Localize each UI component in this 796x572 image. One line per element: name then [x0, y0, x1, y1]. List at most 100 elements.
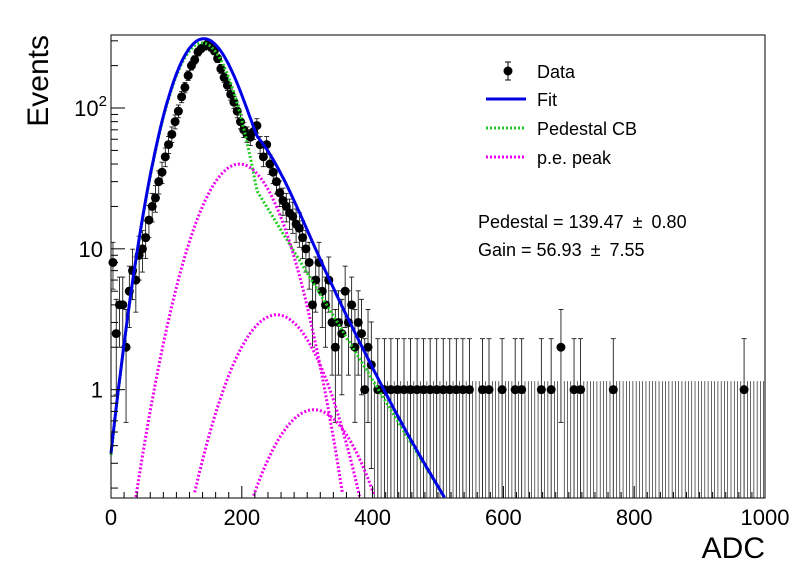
- data-point-98: [510, 385, 520, 395]
- legend-data-label: Data: [537, 62, 576, 82]
- data-point-55: [288, 211, 298, 221]
- data-point-85: [406, 385, 416, 395]
- data-point-15: [157, 167, 167, 177]
- data-point-84: [399, 385, 409, 395]
- pm-symbol: ±: [633, 212, 643, 232]
- data-point-91: [445, 385, 455, 395]
- data-point-105: [608, 385, 618, 395]
- x-tick-label: 0: [105, 505, 117, 530]
- pe-peak-curve-1: [134, 162, 344, 498]
- data-point-99: [517, 385, 527, 395]
- gain-value: Gain = 56.93: [478, 240, 582, 260]
- data-point-97: [497, 385, 507, 395]
- data-point-10: [141, 233, 151, 243]
- data-point-48: [265, 159, 275, 169]
- plot-area: [108, 37, 764, 499]
- data-point-95: [477, 385, 487, 395]
- data-point-83: [392, 385, 402, 395]
- data-point-33: [216, 64, 226, 74]
- data-point-100: [536, 385, 546, 395]
- data-point-75: [353, 317, 363, 327]
- gain-error: 7.55: [610, 240, 645, 260]
- data-point-102: [556, 342, 566, 352]
- pedestal-result: Pedestal = 139.47 ± 0.80: [478, 212, 687, 232]
- data-point-88: [425, 385, 435, 395]
- data-point-19: [170, 117, 180, 127]
- x-tick-label: 600: [485, 505, 522, 530]
- data-point-35: [222, 80, 232, 90]
- pe-peak-curve-2: [193, 313, 361, 497]
- data-point-82: [386, 385, 396, 395]
- data-point-103: [569, 385, 579, 395]
- legend-fit-label: Fit: [537, 90, 557, 110]
- gain-result: Gain = 56.93 ± 7.55: [478, 240, 645, 260]
- legend-entry-fit: Fit: [486, 90, 557, 110]
- x-tick-label: 200: [223, 505, 260, 530]
- data-point-67: [327, 317, 337, 327]
- data-point-94: [464, 385, 474, 395]
- data-point-13: [150, 193, 160, 203]
- data-point-101: [546, 385, 556, 395]
- x-tick-label: 400: [354, 505, 391, 530]
- data-point-61: [307, 300, 317, 310]
- data-point-78: [363, 342, 373, 352]
- data-point-64: [317, 286, 327, 296]
- pe-peak-curve-3: [252, 408, 376, 497]
- y-tick-label: 102: [74, 93, 107, 121]
- data-point-90: [438, 385, 448, 395]
- y-tick-label: 10: [79, 237, 103, 262]
- data-point-32: [213, 53, 223, 63]
- y-axis-title: Events: [22, 35, 55, 127]
- data-point-96: [484, 385, 494, 395]
- data-point-93: [458, 385, 468, 395]
- x-axis-title: ADC: [702, 532, 765, 565]
- data-point-22: [180, 82, 190, 92]
- pedestal-value: Pedestal = 139.47: [478, 212, 624, 232]
- y-tick-label: 1: [91, 378, 103, 403]
- legend-entry-data: Data: [503, 61, 576, 82]
- y-tick-label-exponent: 2: [99, 93, 107, 110]
- data-point-37: [229, 97, 239, 107]
- data-point-49: [268, 167, 278, 177]
- data-point-16: [160, 152, 170, 162]
- data-point-62: [311, 275, 321, 285]
- data-point-59: [301, 244, 311, 254]
- data-point-58: [298, 233, 308, 243]
- data-point-39: [235, 117, 245, 127]
- legend-data-marker: [503, 66, 513, 76]
- data-point-87: [419, 385, 429, 395]
- data-point-3: [118, 300, 128, 310]
- data-point-60: [304, 257, 314, 267]
- data-point-25: [190, 55, 200, 65]
- legend-pe-label: p.e. peak: [537, 148, 612, 168]
- data-point-18: [167, 129, 177, 139]
- legend-entry-pe-peak: p.e. peak: [486, 148, 612, 168]
- data-point-76: [356, 329, 366, 339]
- data-point-77: [360, 385, 370, 395]
- x-tick-label: 1000: [741, 505, 790, 530]
- y-tick-label-base: 10: [74, 96, 98, 121]
- fit-curve: [109, 37, 446, 499]
- legend: Data Fit Pedestal CB p.e. peak: [486, 61, 637, 168]
- legend-pedestal-label: Pedestal CB: [537, 119, 637, 139]
- pedestal-error: 0.80: [652, 212, 687, 232]
- data-point-69: [334, 317, 344, 327]
- data-point-86: [412, 385, 422, 395]
- fit-results: Pedestal = 139.47 ± 0.80 Gain = 56.93 ± …: [478, 212, 687, 260]
- data-point-71: [340, 286, 350, 296]
- data-point-50: [271, 177, 281, 187]
- data-point-51: [275, 188, 285, 198]
- data-point-89: [432, 385, 442, 395]
- pm-symbol: ±: [591, 240, 601, 260]
- data-point-23: [183, 71, 193, 81]
- x-tick-label: 800: [616, 505, 653, 530]
- data-point-12: [147, 201, 157, 211]
- data-point-57: [294, 223, 304, 233]
- data-point-34: [219, 72, 229, 82]
- data-point-92: [451, 385, 461, 395]
- data-point-1: [111, 329, 121, 339]
- data-point-104: [576, 385, 586, 395]
- data-point-68: [330, 342, 340, 352]
- data-point-106: [739, 385, 749, 395]
